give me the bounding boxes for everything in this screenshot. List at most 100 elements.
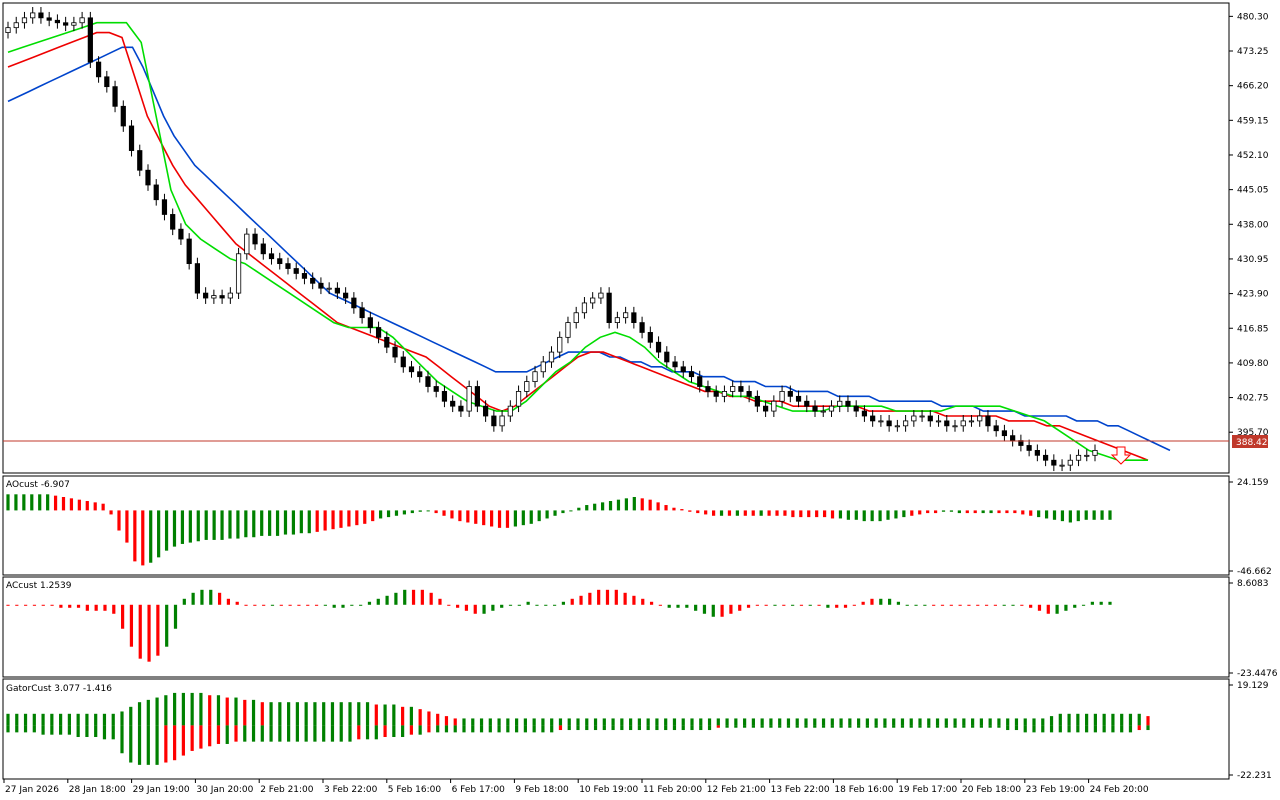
histogram-bar xyxy=(711,604,715,617)
histogram-bar xyxy=(688,510,692,512)
time-tick-label: 30 Jan 20:00 xyxy=(196,785,253,795)
candle-body xyxy=(1010,435,1016,441)
histogram-bar xyxy=(315,510,319,532)
candle-body xyxy=(359,307,365,319)
histogram-bar xyxy=(694,604,698,611)
candle-body xyxy=(688,371,695,378)
gator-lower-bar xyxy=(444,725,449,733)
histogram-bar xyxy=(59,604,63,608)
candle-body xyxy=(590,297,596,304)
histogram-bar xyxy=(505,510,510,528)
gator-upper-bar xyxy=(1085,713,1089,726)
gator-lower-bar xyxy=(935,725,940,728)
gator-histogram xyxy=(6,692,1150,765)
histogram-bar xyxy=(50,604,54,606)
candle-body xyxy=(639,322,645,333)
candle-body xyxy=(227,292,233,299)
gator-upper-bar xyxy=(322,702,326,726)
histogram-bar xyxy=(173,604,178,629)
histogram-bar xyxy=(429,592,433,605)
histogram-bar xyxy=(394,592,398,605)
gator-upper-bar xyxy=(23,713,28,726)
histogram-bar xyxy=(385,595,389,605)
candle-body xyxy=(153,184,159,201)
candle-body xyxy=(697,376,703,387)
histogram-bar xyxy=(341,604,345,608)
histogram-bar xyxy=(434,510,438,514)
histogram-bar xyxy=(838,510,843,519)
candle-body xyxy=(79,17,85,24)
histogram-bar xyxy=(1076,510,1080,522)
histogram-bar xyxy=(85,604,89,611)
histogram-bar xyxy=(861,601,865,605)
gator-upper-bar xyxy=(707,718,712,726)
gator-lower-bar xyxy=(874,725,878,728)
price-pane[interactable]: 480.30 473.25 466.20 459.15 452.10 445.05 438.… xyxy=(2,2,1269,474)
candle-body xyxy=(1034,450,1040,456)
ac-pane[interactable]: ACcust 1.2539 8.6083 -23.4476 xyxy=(2,576,1278,679)
histogram-bar xyxy=(129,604,134,647)
histogram-bar xyxy=(561,601,566,605)
gator-upper-bar xyxy=(85,713,89,726)
histogram-bar xyxy=(442,510,446,516)
gator-lower-bar xyxy=(173,725,177,761)
histogram-bar xyxy=(852,604,856,606)
price-candles xyxy=(5,7,1098,472)
gator-axis: 19.129 -22.231 xyxy=(1229,681,1272,781)
gator-lower-bar xyxy=(129,725,133,763)
gator-lower-bar xyxy=(401,725,405,738)
gator-upper-bar xyxy=(243,699,247,726)
candle-body xyxy=(244,233,250,255)
histogram-bar xyxy=(46,494,50,511)
gator-upper-bar xyxy=(427,711,431,726)
current-price-label: 388.42 xyxy=(1236,438,1268,448)
time-tick-label: 6 Feb 17:00 xyxy=(452,785,506,795)
histogram-bar xyxy=(41,604,45,606)
histogram-bar xyxy=(727,510,732,516)
gator-upper-bar xyxy=(523,718,527,726)
histogram-bar xyxy=(791,604,795,606)
histogram-bar xyxy=(420,589,424,605)
histogram-bar xyxy=(418,510,422,512)
ao-pane[interactable]: AOcust -6.907 24.159 -46.662 xyxy=(2,475,1272,577)
histogram-bar xyxy=(711,510,716,516)
histogram-bar xyxy=(93,502,97,511)
price-tick-label: 473.25 xyxy=(1237,47,1269,57)
gator-upper-bar xyxy=(971,718,975,726)
gator-upper-bar xyxy=(129,706,133,726)
gator-upper-bar xyxy=(558,718,563,726)
histogram-bar xyxy=(775,510,779,516)
candle-body xyxy=(993,425,999,432)
gator-upper-bar xyxy=(462,718,466,726)
candle-body xyxy=(1042,454,1049,461)
candle-body xyxy=(21,17,28,24)
candle-body xyxy=(120,105,126,127)
candle-body xyxy=(417,371,423,378)
candle-body xyxy=(968,420,975,423)
histogram-bar xyxy=(22,494,26,511)
histogram-bar xyxy=(61,496,66,511)
histogram-bar xyxy=(288,604,292,606)
gator-lower-bar xyxy=(94,725,98,738)
histogram-bar xyxy=(1002,604,1006,606)
gator-lower-bar xyxy=(436,725,440,733)
histogram-bar xyxy=(411,589,416,605)
candle-body xyxy=(911,415,917,422)
candle-body xyxy=(137,150,143,171)
histogram-bar xyxy=(188,510,192,543)
histogram-bar xyxy=(720,604,724,617)
price-tick-label: 416.85 xyxy=(1237,324,1269,334)
candle-body xyxy=(334,287,340,294)
candle-body xyxy=(795,395,802,402)
gator-upper-bar xyxy=(988,718,992,726)
histogram-bar xyxy=(456,604,460,608)
gator-upper-bar xyxy=(313,702,317,726)
histogram-bar xyxy=(262,604,266,606)
candle-body xyxy=(112,86,118,107)
histogram-bar xyxy=(332,604,336,608)
histogram-bar xyxy=(783,510,787,516)
candle-body xyxy=(1001,430,1008,437)
gator-upper-bar xyxy=(374,704,378,726)
histogram-bar xyxy=(577,507,581,511)
